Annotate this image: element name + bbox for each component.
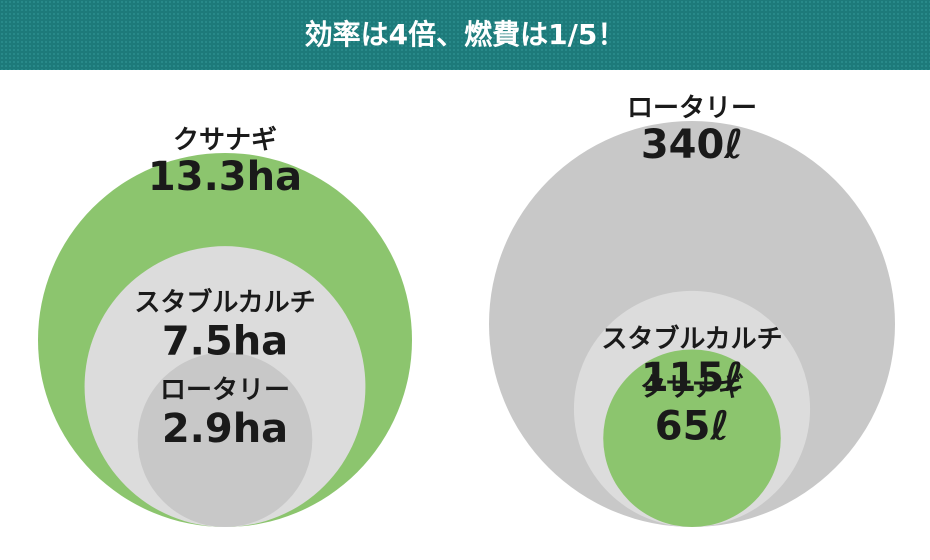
header-title: 効率は4倍、燃費は1/5！ [305, 18, 626, 51]
value-label: 13.3ha [148, 154, 302, 200]
circle [603, 349, 781, 527]
circle [137, 352, 313, 527]
category-label: ロータリー [160, 375, 290, 405]
header-band [0, 0, 930, 70]
category-label: クサナギ [640, 373, 744, 403]
category-label: スタブルカルチ [601, 324, 782, 355]
value-label: 65ℓ [655, 404, 730, 450]
category-label: クサナギ [173, 126, 277, 156]
category-label: スタブルカルチ [134, 287, 315, 318]
category-label: ロータリー [627, 94, 757, 124]
value-label: 340ℓ [641, 122, 743, 168]
value-label: 115ℓ [641, 355, 743, 401]
value-label: 2.9ha [162, 406, 288, 452]
value-label: 7.5ha [162, 318, 288, 364]
